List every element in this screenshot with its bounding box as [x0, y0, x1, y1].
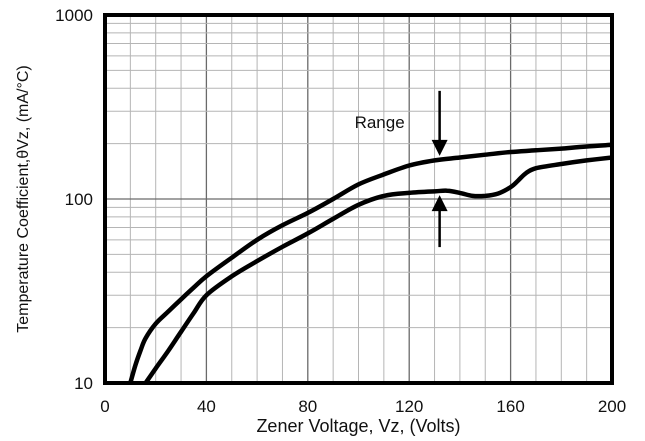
y-tick-label: 100: [65, 190, 93, 209]
upper-limit-curve: [128, 142, 613, 384]
x-tick-label: 160: [496, 397, 524, 416]
y-tick-labels: 10 100 1000: [55, 6, 93, 393]
up-arrow-head: [431, 195, 448, 212]
grid: [105, 15, 612, 383]
range-arrows: [431, 90, 448, 248]
y-tick-label: 10: [74, 374, 93, 393]
x-tick-label: 40: [197, 397, 216, 416]
y-tick-label: 1000: [55, 6, 93, 25]
x-tick-labels: 0 40 80 120 160 200: [100, 397, 626, 416]
range-annotation: Range: [355, 113, 405, 132]
plot-frame: [103, 13, 614, 385]
series-lines: [128, 142, 613, 385]
lower-limit-curve: [143, 155, 613, 385]
down-arrow-head: [431, 139, 448, 156]
x-axis-title: Zener Voltage, Vz, (Volts): [256, 416, 460, 436]
x-tick-label: 0: [100, 397, 109, 416]
x-tick-label: 80: [298, 397, 317, 416]
x-tick-label: 120: [395, 397, 423, 416]
x-tick-label: 200: [598, 397, 626, 416]
y-axis-title: Temperature Coefficient,θVz, (mA/°C): [15, 65, 32, 333]
